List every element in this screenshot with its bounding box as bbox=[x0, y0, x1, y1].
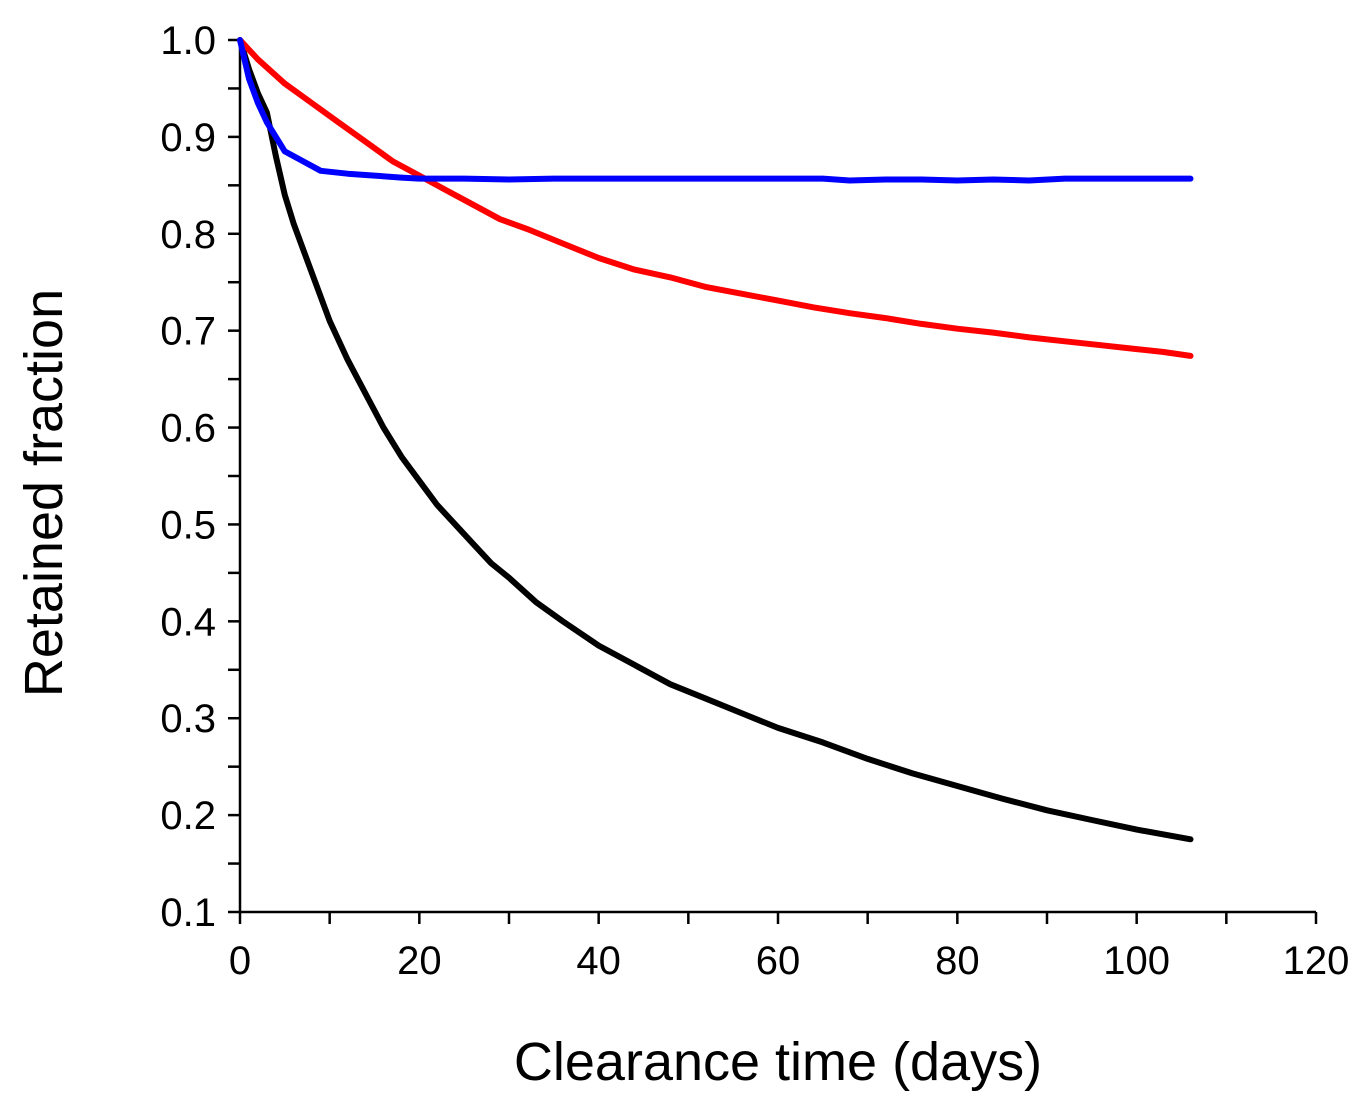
y-tick-label: 0.4 bbox=[160, 600, 216, 644]
x-tick-label: 40 bbox=[576, 939, 621, 983]
y-tick-label: 1.0 bbox=[160, 19, 216, 63]
y-tick-label: 0.7 bbox=[160, 310, 216, 354]
y-tick-label: 0.5 bbox=[160, 503, 216, 547]
y-tick-label: 0.2 bbox=[160, 794, 216, 838]
x-tick-label: 100 bbox=[1103, 939, 1170, 983]
x-tick-label: 60 bbox=[756, 939, 801, 983]
y-tick-label: 0.8 bbox=[160, 213, 216, 257]
tick-marks bbox=[228, 38, 1318, 924]
y-axis-title: Retained fraction bbox=[14, 289, 74, 697]
y-tick-label: 0.3 bbox=[160, 697, 216, 741]
y-tick-label: 0.1 bbox=[160, 891, 216, 935]
series-line-2 bbox=[237, 37, 1194, 359]
series-line-3 bbox=[237, 37, 1194, 184]
axes bbox=[238, 40, 1316, 914]
x-axis-title: Clearance time (days) bbox=[514, 1032, 1042, 1092]
x-tick-label: 80 bbox=[935, 939, 980, 983]
y-tick-label: 0.6 bbox=[160, 407, 216, 451]
series-lines bbox=[237, 37, 1194, 843]
x-tick-label: 120 bbox=[1283, 939, 1350, 983]
tick-labels: 0 20 40 60 80 100 120 0.1 0.2 0.3 0.4 0.5 0.6 0.7 0.8 0… bbox=[160, 19, 1349, 983]
x-tick-label: 0 bbox=[229, 939, 251, 983]
x-tick-label: 20 bbox=[397, 939, 442, 983]
y-tick-label: 0.9 bbox=[160, 116, 216, 160]
series-line-1 bbox=[237, 37, 1194, 843]
